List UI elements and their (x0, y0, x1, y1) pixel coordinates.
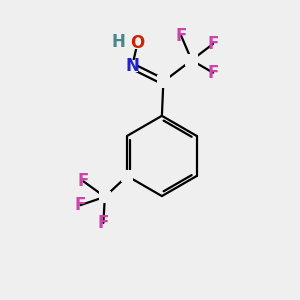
FancyBboxPatch shape (126, 60, 138, 72)
FancyBboxPatch shape (185, 54, 198, 67)
FancyBboxPatch shape (122, 170, 133, 182)
FancyBboxPatch shape (99, 190, 111, 203)
Text: F: F (78, 172, 89, 190)
Text: N: N (125, 57, 139, 75)
FancyBboxPatch shape (126, 60, 138, 72)
FancyBboxPatch shape (131, 38, 144, 49)
Text: F: F (207, 35, 219, 53)
FancyBboxPatch shape (185, 54, 198, 67)
Text: H: H (111, 32, 125, 50)
Text: F: F (75, 196, 86, 214)
Text: F: F (207, 64, 219, 82)
FancyBboxPatch shape (157, 75, 170, 88)
FancyBboxPatch shape (157, 75, 170, 88)
Text: O: O (130, 34, 145, 52)
Text: F: F (98, 214, 109, 232)
FancyBboxPatch shape (99, 190, 111, 203)
Text: F: F (176, 27, 187, 45)
